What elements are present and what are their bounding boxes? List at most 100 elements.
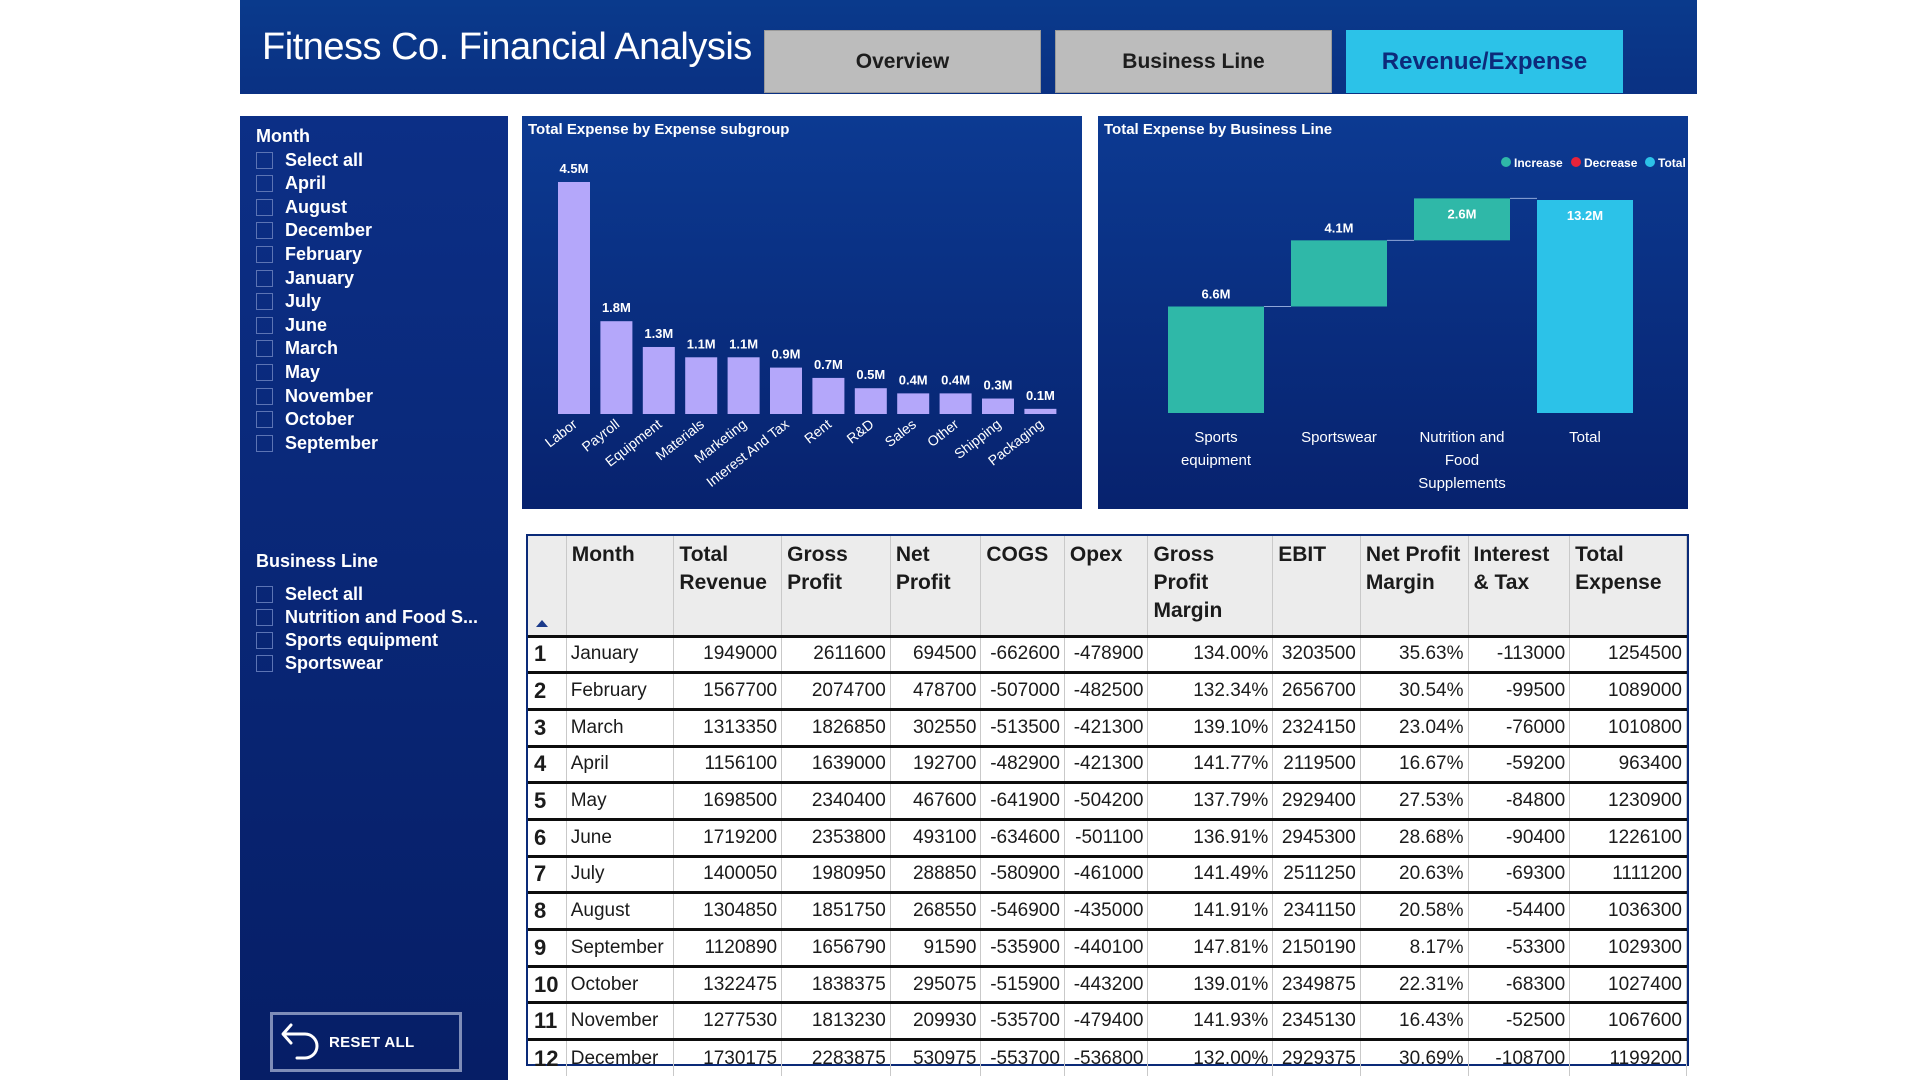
- month-option-july[interactable]: July: [256, 291, 321, 313]
- checkbox[interactable]: [256, 387, 273, 405]
- category-label: Sports equipment: [1181, 429, 1252, 469]
- sort-ascending-icon[interactable]: [536, 619, 548, 627]
- waterfall-bar-nutrition-and-food-supplements[interactable]: [1414, 198, 1510, 241]
- cell-total-revenue: 1120890: [673, 928, 783, 967]
- table-row[interactable]: 5 May 1698500 2340400 467600 -641900 -504200 13…: [528, 781, 1687, 820]
- month-option-august[interactable]: August: [256, 196, 347, 218]
- column-header-opex[interactable]: Opex: [1064, 536, 1149, 636]
- month-option-select-all[interactable]: Select all: [256, 149, 363, 171]
- checkbox[interactable]: [256, 293, 273, 311]
- cell-gross-profit-margin: 134.00%: [1147, 634, 1274, 673]
- tab-revenue-expense[interactable]: Revenue/Expense: [1346, 30, 1623, 93]
- column-header-gross-profit-margin[interactable]: Gross Profit Margin: [1147, 536, 1274, 636]
- checkbox[interactable]: [256, 363, 273, 381]
- checkbox[interactable]: [256, 245, 273, 263]
- tab-business-line[interactable]: Business Line: [1055, 30, 1332, 93]
- cell-month: June: [566, 817, 675, 857]
- data-label: 1.1M: [687, 336, 716, 351]
- month-option-june[interactable]: June: [256, 314, 327, 336]
- bar-other[interactable]: [939, 393, 972, 414]
- table-row[interactable]: 2 February 1567700 2074700 478700 -507000 -482…: [528, 671, 1687, 710]
- bar-labor[interactable]: [558, 182, 590, 414]
- checkbox[interactable]: [256, 608, 273, 626]
- data-label: 6.6M: [1202, 287, 1231, 302]
- cell-total-expense: 1027400: [1569, 964, 1687, 1003]
- checkbox[interactable]: [256, 222, 273, 240]
- column-header-cogs[interactable]: COGS: [980, 536, 1065, 636]
- table-row[interactable]: 9 September 1120890 1656790 91590 -535900 -440…: [528, 928, 1687, 967]
- row-index-cell: 9: [528, 928, 567, 967]
- bar-rent[interactable]: [812, 377, 845, 414]
- month-option-february[interactable]: February: [256, 243, 362, 265]
- column-header-month[interactable]: Month: [566, 536, 675, 636]
- table-row[interactable]: 3 March 1313350 1826850 302550 -513500 -421300…: [528, 707, 1687, 747]
- month-option-september[interactable]: September: [256, 432, 378, 454]
- checkbox[interactable]: [256, 411, 273, 429]
- checkbox[interactable]: [256, 316, 273, 334]
- column-header-gross-profit[interactable]: Gross Profit: [781, 536, 891, 636]
- cell-total-expense: 1067600: [1569, 1001, 1687, 1040]
- bar-packaging[interactable]: [1024, 408, 1057, 414]
- bar-marketing[interactable]: [727, 357, 760, 414]
- business-line-option-sports-equipment[interactable]: Sports equipment: [256, 629, 438, 651]
- table-row[interactable]: 4 April 1156100 1639000 192700 -482900 -421300…: [528, 744, 1687, 783]
- bar-payroll[interactable]: [600, 321, 633, 414]
- month-option-december[interactable]: December: [256, 220, 372, 242]
- checkbox[interactable]: [256, 175, 273, 193]
- month-option-january[interactable]: January: [256, 267, 354, 289]
- table-row[interactable]: 10 October 1322475 1838375 295075 -515900 -443…: [528, 964, 1687, 1003]
- table-row[interactable]: 6 June 1719200 2353800 493100 -634600 -501100 1…: [528, 817, 1687, 857]
- category-label: R&D: [844, 416, 877, 447]
- bar-r-d[interactable]: [854, 388, 887, 414]
- month-option-march[interactable]: March: [256, 338, 338, 360]
- table-row[interactable]: 8 August 1304850 1851750 268550 -546900 -43500…: [528, 891, 1687, 930]
- column-header-total-expense[interactable]: Total Expense: [1569, 536, 1687, 636]
- cell-opex: -461000: [1064, 854, 1149, 893]
- checkbox[interactable]: [256, 198, 273, 216]
- month-option-april[interactable]: April: [256, 173, 326, 195]
- business-line-option-nutrition-and-food-s[interactable]: Nutrition and Food S...: [256, 606, 478, 628]
- cell-net-profit: 192700: [890, 744, 982, 783]
- checkbox[interactable]: [256, 631, 273, 649]
- column-header-interest-tax[interactable]: Interest & Tax: [1468, 536, 1571, 636]
- bar-materials[interactable]: [685, 357, 718, 414]
- business-line-option-select-all[interactable]: Select all: [256, 583, 363, 605]
- business-line-chart-title: Total Expense by Business Line: [1104, 121, 1333, 138]
- bar-interest-and-tax[interactable]: [770, 367, 802, 414]
- table-row[interactable]: 11 November 1277530 1813230 209930 -535700 -47…: [528, 1001, 1687, 1040]
- bar-shipping[interactable]: [982, 398, 1014, 414]
- column-header-total-revenue[interactable]: Total Revenue: [673, 536, 783, 636]
- column-header-ebit[interactable]: EBIT: [1272, 536, 1361, 636]
- column-header-index[interactable]: [528, 536, 567, 636]
- table-row[interactable]: 12 December 1730175 2283875 530975 -553700 -53…: [528, 1038, 1687, 1077]
- data-label: 4.5M: [560, 161, 589, 176]
- month-option-november[interactable]: November: [256, 385, 373, 407]
- waterfall-bar-total[interactable]: [1537, 200, 1633, 413]
- cell-gross-profit: 2074700: [781, 671, 891, 710]
- cell-net-profit-margin: 16.67%: [1360, 744, 1469, 783]
- checkbox[interactable]: [256, 151, 273, 169]
- waterfall-bar-sportswear[interactable]: [1291, 240, 1387, 307]
- waterfall-bar-sports-equipment[interactable]: [1168, 306, 1264, 414]
- column-header-net-profit[interactable]: Net Profit: [890, 536, 982, 636]
- column-header-net-profit-margin[interactable]: Net Profit Margin: [1360, 536, 1469, 636]
- reset-all-button[interactable]: RESET ALL: [270, 1012, 462, 1072]
- month-option-may[interactable]: May: [256, 361, 320, 383]
- table-row[interactable]: 1 January 1949000 2611600 694500 -662600 -4789…: [528, 634, 1687, 673]
- cell-net-profit: 302550: [890, 707, 982, 747]
- cell-total-revenue: 1277530: [673, 1001, 783, 1040]
- month-option-october[interactable]: October: [256, 409, 354, 431]
- checkbox[interactable]: [256, 340, 273, 358]
- checkbox[interactable]: [256, 269, 273, 287]
- bar-sales[interactable]: [897, 393, 930, 414]
- bar-equipment[interactable]: [642, 346, 675, 414]
- cell-net-profit: 467600: [890, 781, 982, 820]
- cell-total-expense: 1111200: [1569, 854, 1687, 893]
- business-line-option-sportswear[interactable]: Sportswear: [256, 652, 383, 674]
- checkbox[interactable]: [256, 654, 273, 672]
- table-row[interactable]: 7 July 1400050 1980950 288850 -580900 -461000 1…: [528, 854, 1687, 893]
- checkbox[interactable]: [256, 434, 273, 452]
- cell-total-expense: 1254500: [1569, 634, 1687, 673]
- tab-overview[interactable]: Overview: [764, 30, 1041, 93]
- checkbox[interactable]: [256, 585, 273, 603]
